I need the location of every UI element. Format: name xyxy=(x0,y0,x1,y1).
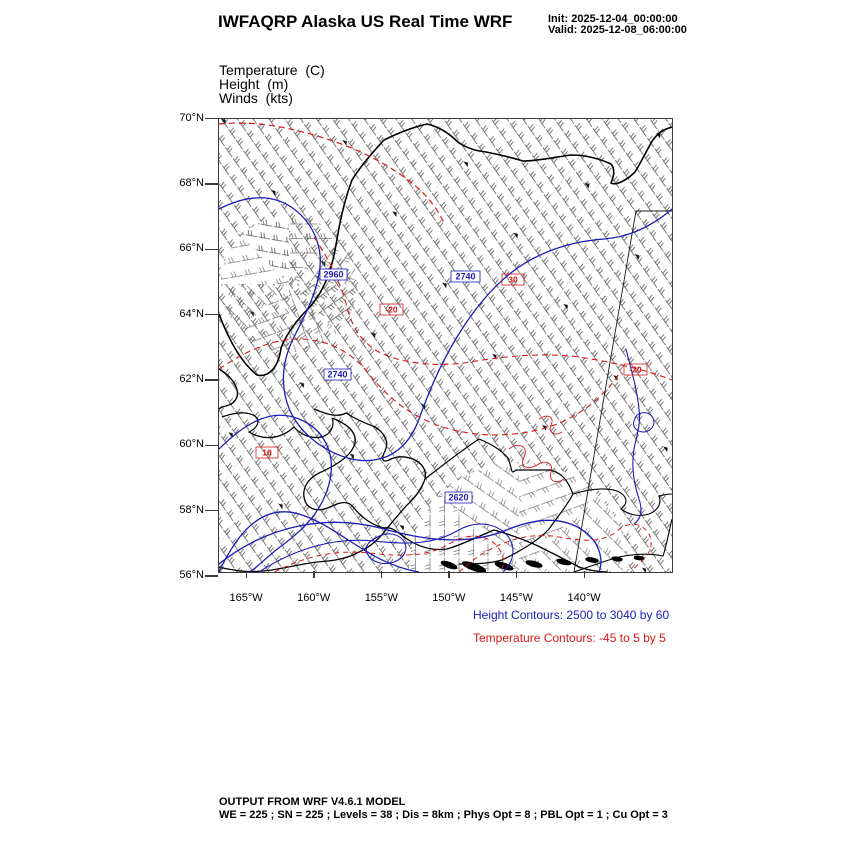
svg-text:2620: 2620 xyxy=(448,493,468,503)
svg-text:2960: 2960 xyxy=(323,270,343,280)
svg-text:-20: -20 xyxy=(385,305,398,315)
svg-text:-20: -20 xyxy=(629,365,642,375)
svg-text:10: 10 xyxy=(262,448,272,458)
svg-text:2740: 2740 xyxy=(327,370,347,380)
svg-text:2740: 2740 xyxy=(455,272,475,282)
svg-text:30: 30 xyxy=(508,275,518,285)
